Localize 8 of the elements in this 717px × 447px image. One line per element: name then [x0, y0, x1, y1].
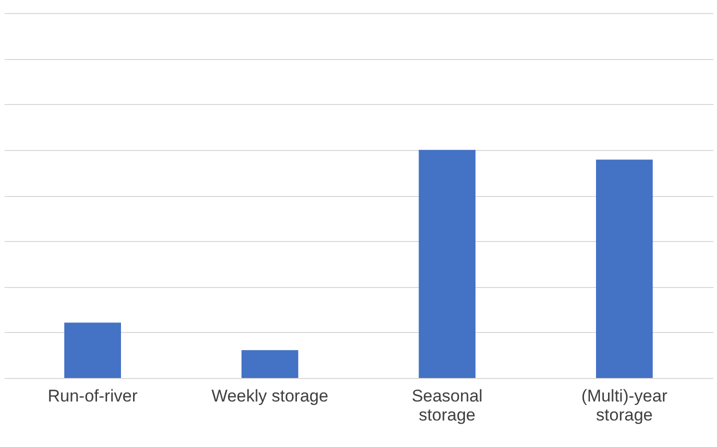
- bar: [242, 350, 298, 378]
- x-tick-label: Seasonal storage: [412, 386, 483, 424]
- bar: [418, 150, 476, 378]
- bar: [64, 322, 121, 378]
- x-tick-label: Weekly storage: [211, 386, 328, 406]
- x-tick-label: Run-of-river: [48, 386, 138, 406]
- bar: [596, 160, 653, 378]
- x-tick-label: (Multi)-year storage: [581, 386, 668, 424]
